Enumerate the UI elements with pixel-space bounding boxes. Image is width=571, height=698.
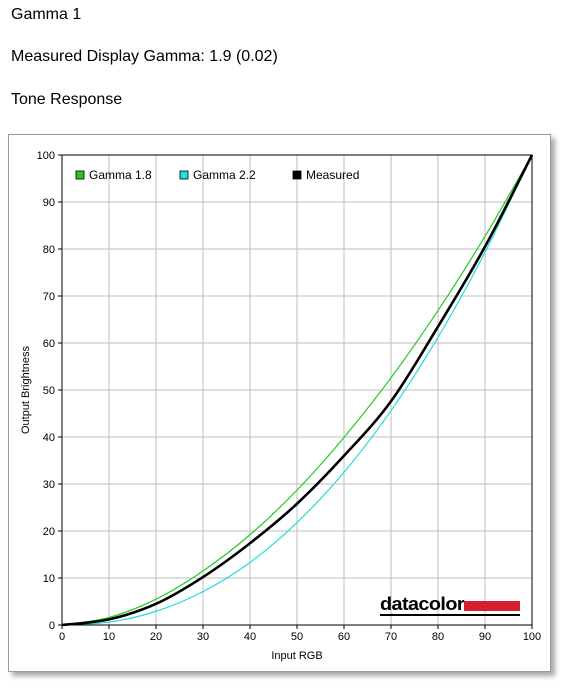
y-tick-label: 70	[43, 291, 55, 303]
x-tick-label: 10	[103, 631, 115, 643]
legend-swatch-measured	[292, 170, 302, 180]
section-heading: Tone Response	[11, 91, 123, 108]
y-axis-label: Output Brightness	[20, 345, 32, 434]
x-tick-label: 30	[197, 631, 209, 643]
x-tick-label: 50	[291, 631, 303, 643]
y-tick-label: 0	[49, 620, 55, 632]
x-tick-label: 90	[479, 631, 491, 643]
y-tick-label: 60	[43, 338, 55, 350]
x-tick-label: 100	[523, 631, 541, 643]
datacolor-logo: datacolor	[380, 594, 520, 616]
series-line-gamma-2-2	[61, 154, 533, 626]
x-tick-label: 20	[150, 631, 162, 643]
y-tick-label: 50	[43, 385, 55, 397]
x-tick-label: 60	[338, 631, 350, 643]
tone-response-chart: 0 10 20 30 40 50 60 70 80 90 100 0 10 20 30 40 50 60 70 80 9…	[8, 134, 551, 672]
series-layer	[61, 154, 534, 627]
x-axis-label: Input RGB	[271, 650, 322, 662]
y-tick-label: 100	[37, 150, 55, 162]
x-tick-label: 80	[432, 631, 444, 643]
legend-label-gamma-1-8: Gamma 1.8	[89, 168, 152, 182]
y-tick-label: 80	[43, 244, 55, 256]
legend-label-gamma-2-2: Gamma 2.2	[193, 168, 256, 182]
page-title: Gamma 1	[11, 6, 82, 23]
y-tick-label: 30	[43, 479, 55, 491]
series-line-gamma-1-8	[61, 154, 533, 626]
x-tick-label: 40	[244, 631, 256, 643]
logo-text: datacolor	[380, 594, 465, 614]
y-tick-label: 20	[43, 526, 55, 538]
ticks-layer: 0 10 20 30 40 50 60 70 80 90 100 0 10 20 30 40 50 60 70 80 9…	[37, 150, 542, 643]
x-tick-label: 70	[385, 631, 397, 643]
logo-underline	[380, 614, 520, 616]
legend-swatch-gamma-2-2	[179, 170, 189, 180]
x-tick-label: 0	[59, 631, 65, 643]
series-line-measured	[61, 154, 534, 627]
chart-svg: 0 10 20 30 40 50 60 70 80 90 100 0 10 20 30 40 50 60 70 80 9…	[20, 150, 542, 662]
y-tick-label: 10	[43, 573, 55, 585]
logo-bar	[464, 601, 520, 611]
y-tick-label: 40	[43, 432, 55, 444]
y-tick-label: 90	[43, 197, 55, 209]
grid-layer	[62, 155, 532, 625]
measured-gamma-readout: Measured Display Gamma: 1.9 (0.02)	[11, 48, 278, 65]
legend: Gamma 1.8 Gamma 2.2 Measured	[75, 168, 359, 182]
legend-label-measured: Measured	[306, 168, 359, 182]
legend-swatch-gamma-1-8	[75, 170, 85, 180]
